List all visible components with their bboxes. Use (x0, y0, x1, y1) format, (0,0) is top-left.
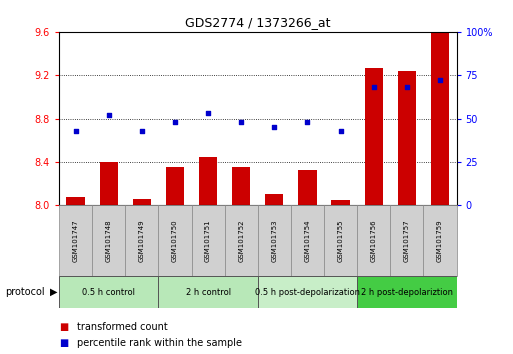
Text: GSM101759: GSM101759 (437, 219, 443, 262)
Text: GSM101752: GSM101752 (238, 219, 244, 262)
Text: GSM101750: GSM101750 (172, 219, 178, 262)
Bar (258, 276, 357, 308)
Bar (59, 276, 159, 308)
Bar (324, 205, 357, 276)
Text: GSM101754: GSM101754 (305, 219, 310, 262)
Text: 2 h control: 2 h control (186, 287, 231, 297)
Text: 2 h post-depolariztion: 2 h post-depolariztion (361, 287, 453, 297)
Bar (166, 167, 184, 205)
Bar (357, 205, 390, 276)
Bar (133, 199, 151, 205)
Point (137, 128, 146, 133)
Bar (299, 170, 317, 205)
Bar (67, 197, 85, 205)
Bar (423, 205, 457, 276)
Point (171, 119, 179, 125)
Point (436, 78, 444, 83)
Text: GSM101749: GSM101749 (139, 219, 145, 262)
Bar (258, 205, 291, 276)
Point (71, 128, 80, 133)
Bar (357, 276, 457, 308)
Bar (199, 156, 217, 205)
Point (105, 112, 113, 118)
Text: transformed count: transformed count (77, 322, 168, 332)
Point (337, 128, 345, 133)
Bar (159, 205, 191, 276)
Bar (59, 205, 92, 276)
Text: GSM101751: GSM101751 (205, 219, 211, 262)
Bar (100, 162, 118, 205)
Bar (390, 205, 423, 276)
Point (270, 124, 279, 130)
Text: GSM101747: GSM101747 (72, 219, 78, 262)
Bar (291, 205, 324, 276)
Text: 0.5 h post-depolarization: 0.5 h post-depolarization (255, 287, 360, 297)
Text: GSM101755: GSM101755 (338, 219, 344, 262)
Text: 0.5 h control: 0.5 h control (82, 287, 135, 297)
Text: GSM101748: GSM101748 (106, 219, 112, 262)
Text: ■: ■ (59, 338, 68, 348)
Point (403, 85, 411, 90)
Bar (398, 71, 416, 205)
Text: GSM101756: GSM101756 (371, 219, 377, 262)
Bar (125, 205, 159, 276)
Title: GDS2774 / 1373266_at: GDS2774 / 1373266_at (185, 16, 330, 29)
Point (237, 119, 245, 125)
Bar (232, 167, 250, 205)
Text: percentile rank within the sample: percentile rank within the sample (77, 338, 242, 348)
Point (370, 85, 378, 90)
Text: protocol: protocol (5, 287, 45, 297)
Point (204, 110, 212, 116)
Bar (431, 32, 449, 205)
Text: ■: ■ (59, 322, 68, 332)
Bar (159, 276, 258, 308)
Point (303, 119, 311, 125)
Bar (191, 205, 225, 276)
Text: GSM101753: GSM101753 (271, 219, 278, 262)
Bar (92, 205, 125, 276)
Bar (225, 205, 258, 276)
Bar (365, 68, 383, 205)
Text: GSM101757: GSM101757 (404, 219, 410, 262)
Bar (265, 194, 284, 205)
Text: ▶: ▶ (50, 287, 58, 297)
Bar (331, 200, 350, 205)
